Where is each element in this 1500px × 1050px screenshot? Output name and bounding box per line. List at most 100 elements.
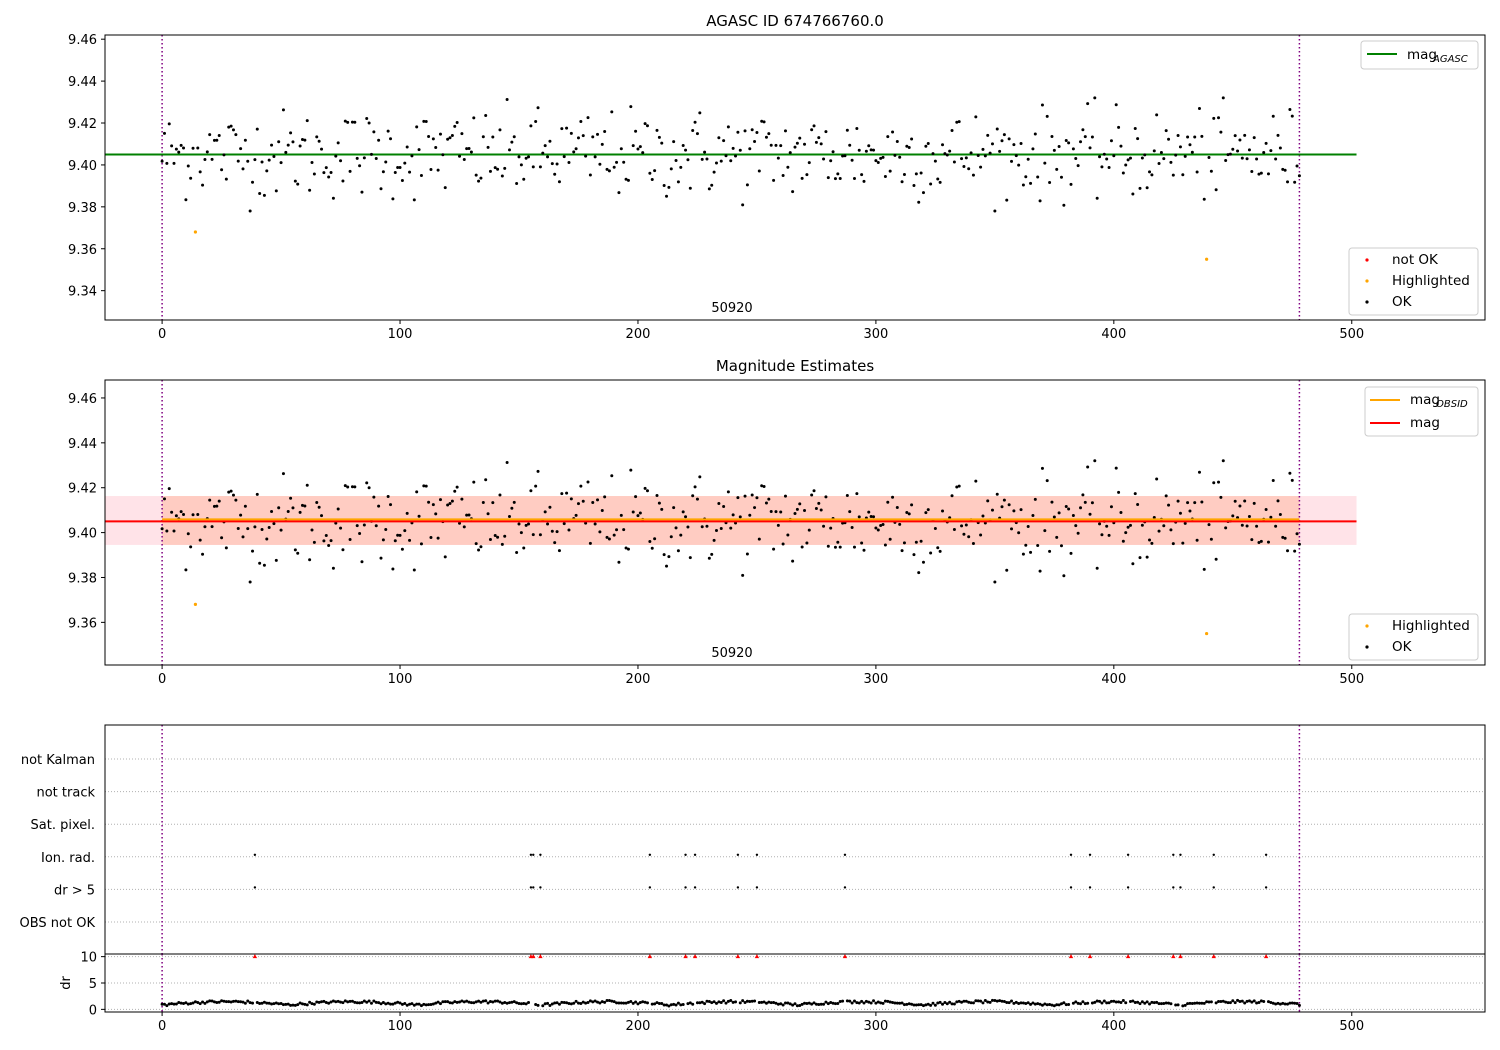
ok-point [888, 169, 892, 173]
ok-point [1155, 113, 1159, 117]
ok-point [481, 135, 485, 139]
ok-point [515, 551, 519, 555]
dr-point [662, 1003, 666, 1007]
ok-point [971, 173, 975, 177]
ok-point [574, 147, 578, 151]
ok-point [586, 480, 590, 484]
ok-point [791, 190, 795, 194]
ok-point [279, 161, 283, 165]
ok-point [560, 492, 564, 496]
ok-point [926, 508, 930, 512]
dr-point [565, 1001, 569, 1005]
ok-point [251, 180, 255, 184]
ok-point [1119, 510, 1123, 514]
ok-point [886, 135, 890, 139]
dr-point [201, 1000, 205, 1004]
agasc-legend-top: mag AGASC [1360, 40, 1479, 70]
ok-point [950, 494, 954, 498]
ok-point [1093, 96, 1097, 100]
ok-point [895, 505, 899, 509]
dr-point [367, 999, 371, 1003]
ok-point [1231, 147, 1235, 151]
dr-point [1257, 1001, 1261, 1005]
ok-point [634, 129, 638, 133]
ok-point [522, 546, 526, 550]
ok-point [196, 146, 200, 150]
ok-point [1131, 562, 1135, 566]
ok-point [719, 527, 723, 531]
dr-point [1188, 1001, 1192, 1005]
dr-point [1195, 1001, 1199, 1005]
ok-point [212, 504, 216, 508]
flag-row-label: dr > 5 [54, 883, 95, 898]
ok-point [191, 513, 195, 517]
ok-point [1176, 133, 1180, 137]
ok-point [331, 566, 335, 570]
ok-point [1048, 549, 1052, 553]
dr-point [829, 1000, 833, 1004]
ok-point [1286, 180, 1290, 184]
dr-point [579, 1001, 583, 1005]
ok-point [1243, 133, 1247, 137]
ok-point [348, 537, 352, 541]
ok-point [1062, 574, 1066, 578]
dr-point [1131, 999, 1135, 1003]
ok-point [905, 144, 909, 148]
ok-point [1109, 505, 1113, 509]
ok-point [503, 534, 507, 538]
ok-point [762, 485, 766, 489]
ok-point [1048, 180, 1052, 184]
ok-point [921, 191, 925, 195]
ok-point [529, 124, 533, 128]
ok-point [724, 154, 728, 158]
ok-point [855, 127, 859, 131]
dr-point [281, 1003, 285, 1007]
ok-point [455, 485, 459, 489]
ok-point [1029, 550, 1033, 554]
ok-point [836, 172, 840, 176]
dr-point [607, 999, 611, 1003]
dr-point [941, 1002, 945, 1006]
ok-point [657, 135, 661, 139]
ok-point [738, 148, 742, 152]
dr-point [450, 1001, 454, 1005]
ok-point [182, 146, 186, 150]
ok-point [1088, 146, 1092, 150]
ok-point [826, 176, 830, 180]
dr-point [1036, 1002, 1040, 1006]
ok-point [415, 125, 419, 129]
flag-point [539, 853, 542, 856]
dr-point [1174, 1003, 1178, 1007]
ok-point [465, 147, 469, 151]
ok-point [691, 494, 695, 498]
dr-point [600, 1000, 604, 1004]
dr-point [1093, 1000, 1097, 1004]
ok-point [255, 127, 259, 131]
dr-point [536, 1003, 540, 1007]
x-tick-label: 500 [1339, 1019, 1364, 1034]
ok-point [762, 120, 766, 124]
dr-point [562, 1001, 566, 1005]
dr-point [810, 1002, 814, 1006]
ok-point [398, 533, 402, 537]
ok-point [531, 165, 535, 169]
ok-point [936, 546, 940, 550]
ok-point [707, 187, 711, 191]
x-tick-label: 100 [388, 672, 413, 687]
dr-point [438, 1002, 442, 1006]
ok-point [931, 152, 935, 156]
dr-point [1095, 999, 1099, 1003]
dr-point [422, 1002, 426, 1006]
dr-point [1128, 999, 1132, 1003]
ok-point [277, 506, 281, 510]
ok-point [707, 556, 711, 560]
dr-point [910, 1002, 914, 1006]
dr-point [1274, 1002, 1278, 1006]
dr-point [519, 1002, 523, 1006]
ok-point [990, 508, 994, 512]
ok-point [662, 184, 666, 188]
ok-point [1036, 175, 1040, 179]
dr-point [1271, 1001, 1275, 1005]
dr-point [1252, 999, 1256, 1003]
